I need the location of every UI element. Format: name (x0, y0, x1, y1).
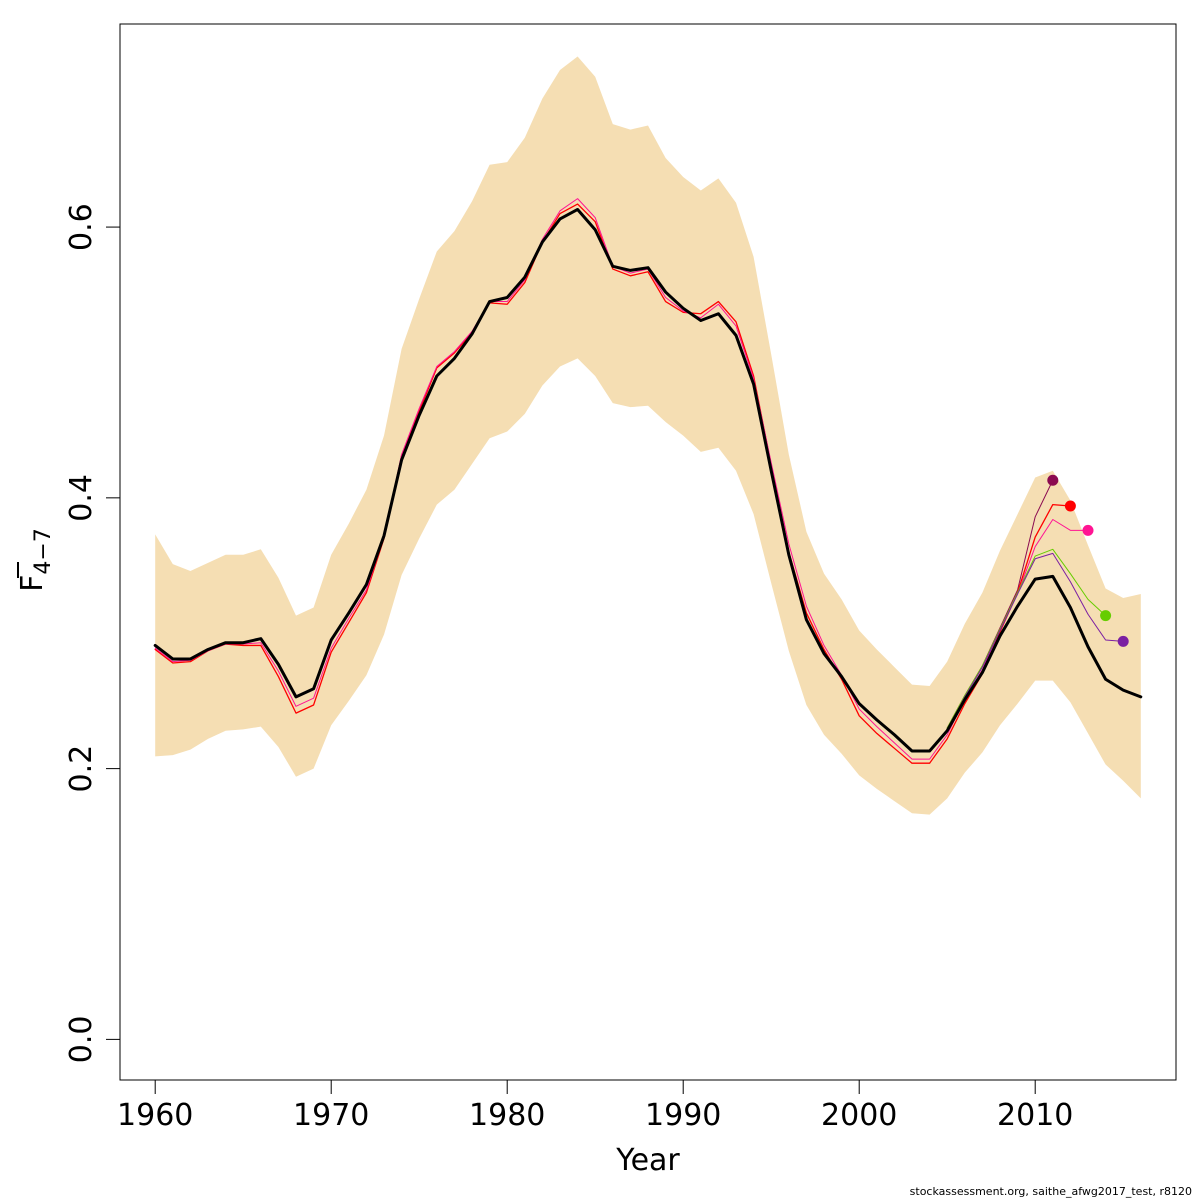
x-axis: 1960 1970 1980 1990 2000 2010 (117, 1079, 1073, 1133)
y-axis-title: F4−7 (15, 528, 56, 592)
x-tick-label: 1960 (117, 1098, 193, 1133)
y-tick-label: 0.0 (64, 1016, 99, 1064)
x-tick-label: 2010 (997, 1098, 1073, 1133)
confidence-band (155, 56, 1141, 815)
y-tick-label: 0.6 (64, 203, 99, 251)
y-tick-label: 0.2 (64, 745, 99, 793)
plot-area (153, 56, 1143, 815)
series-line-retro (946, 552, 1124, 730)
y-axis-title-subscript: 4−7 (31, 528, 56, 574)
series-endpoint (1117, 635, 1129, 647)
series-endpoint (1064, 500, 1076, 512)
y-axis: 0.0 0.2 0.4 0.6 (64, 203, 121, 1064)
y-tick-label: 0.4 (64, 474, 99, 522)
x-tick-label: 1990 (645, 1098, 721, 1133)
x-tick-label: 1980 (469, 1098, 545, 1133)
series-line-retro (946, 548, 1107, 729)
x-axis-title: Year (615, 1143, 680, 1178)
x-tick-label: 2000 (821, 1098, 897, 1133)
x-tick-label: 1970 (293, 1098, 369, 1133)
series-endpoint (1082, 524, 1094, 536)
series-endpoint (1100, 610, 1112, 622)
y-axis-title-main: F (15, 575, 50, 592)
series-endpoint (1047, 474, 1059, 486)
footer-source-note: stockassessment.org, saithe_afwg2017_tes… (909, 1185, 1192, 1198)
series-line-retro (154, 203, 1072, 764)
series-line-main (153, 207, 1143, 753)
svg-text:F4−7: F4−7 (15, 528, 56, 592)
